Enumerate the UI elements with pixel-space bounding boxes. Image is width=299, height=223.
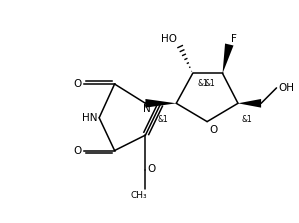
Polygon shape [145,99,176,108]
Text: OH: OH [278,83,295,93]
Text: O: O [147,164,155,174]
Polygon shape [238,99,261,108]
Text: &1: &1 [242,115,253,124]
Text: O: O [209,126,217,136]
Text: F: F [231,33,237,43]
Text: O: O [74,79,82,89]
Polygon shape [222,43,234,73]
Text: &1: &1 [197,79,208,88]
Text: &1: &1 [204,79,215,88]
Text: N: N [143,104,150,114]
Text: &1: &1 [158,115,169,124]
Text: HN: HN [82,113,97,123]
Text: O: O [74,146,82,155]
Text: CH₃: CH₃ [131,191,148,200]
Text: HO: HO [161,33,177,43]
